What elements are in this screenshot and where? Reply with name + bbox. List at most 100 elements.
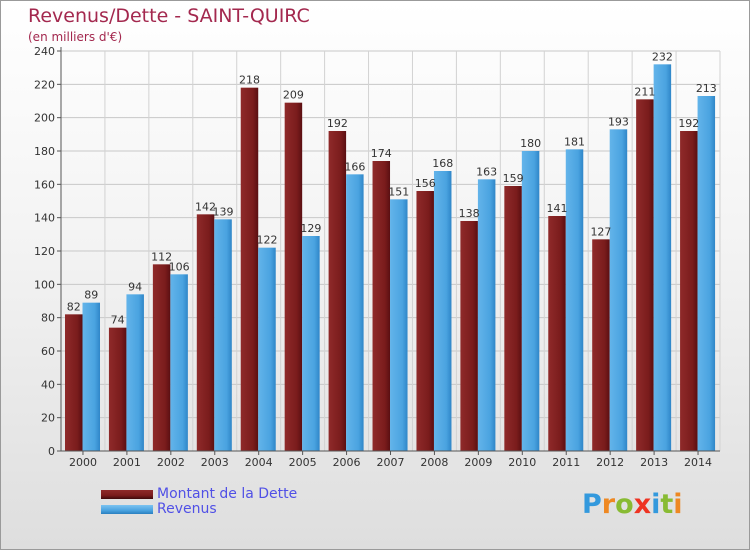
legend-label-revenus: Revenus — [157, 501, 217, 517]
y-tick-label: 80 — [41, 312, 55, 325]
x-tick-label: 2007 — [377, 456, 405, 469]
y-tick-label: 140 — [34, 212, 55, 225]
bar-dette — [328, 131, 347, 451]
data-label: 232 — [652, 50, 673, 63]
chart-title: Revenus/Dette - SAINT-QUIRC — [28, 5, 310, 27]
x-tick-label: 2001 — [113, 456, 141, 469]
data-label: 213 — [696, 82, 717, 95]
data-label: 192 — [678, 117, 699, 130]
data-label: 180 — [520, 137, 541, 150]
x-tick-label: 2013 — [640, 456, 668, 469]
y-tick-label: 180 — [34, 145, 55, 158]
logo-letter: t — [660, 489, 674, 520]
y-tick-label: 160 — [34, 178, 55, 191]
bar-revenus — [82, 302, 100, 451]
logo-letter: r — [601, 489, 616, 520]
x-tick-label: 2011 — [552, 456, 580, 469]
data-label: 159 — [503, 172, 524, 185]
data-label: 151 — [388, 185, 409, 198]
x-tick-label: 2002 — [157, 456, 185, 469]
data-label: 211 — [634, 85, 655, 98]
bar-revenus — [390, 199, 408, 451]
data-label: 106 — [169, 260, 190, 273]
bar-revenus — [214, 219, 232, 451]
y-tick-label: 20 — [41, 412, 55, 425]
data-label: 139 — [213, 205, 234, 218]
data-label: 127 — [590, 225, 611, 238]
x-tick-label: 2008 — [420, 456, 448, 469]
logo-letter: x — [633, 489, 652, 520]
legend-swatch-dette — [101, 490, 153, 499]
bar-revenus — [565, 149, 584, 452]
data-label: 166 — [344, 160, 365, 173]
x-tick-label: 2009 — [464, 456, 492, 469]
bar-dette — [108, 327, 127, 451]
bar-dette — [548, 216, 566, 451]
bar-dette — [284, 102, 303, 452]
y-tick-label: 200 — [34, 112, 55, 125]
bar-revenus — [609, 129, 628, 452]
bar-dette — [152, 264, 171, 451]
data-label: 94 — [128, 280, 142, 293]
data-label: 192 — [327, 117, 348, 130]
bar-dette — [240, 87, 259, 452]
y-tick-label: 240 — [34, 45, 55, 58]
bar-revenus — [126, 294, 144, 451]
data-label: 142 — [195, 200, 216, 213]
y-tick-label: 100 — [34, 278, 55, 291]
x-tick-label: 2014 — [684, 456, 712, 469]
x-tick-label: 2010 — [508, 456, 536, 469]
bar-revenus — [258, 247, 276, 451]
bar-dette — [196, 214, 215, 451]
data-label: 82 — [67, 300, 81, 313]
bar-dette — [460, 221, 478, 451]
bar-revenus — [302, 236, 320, 451]
logo-letter: i — [673, 489, 683, 520]
bar-dette — [636, 99, 654, 451]
y-tick-label: 0 — [48, 445, 55, 458]
legend-swatch-revenus — [101, 505, 153, 514]
data-label: 163 — [476, 165, 497, 178]
bar-revenus — [346, 174, 364, 452]
data-label: 141 — [547, 202, 568, 215]
data-label: 209 — [283, 89, 304, 102]
data-label: 174 — [371, 147, 392, 160]
logo-letter: i — [651, 489, 661, 520]
data-label: 168 — [432, 157, 453, 170]
legend-label-dette: Montant de la Dette — [157, 486, 298, 502]
bar-group — [65, 64, 716, 452]
data-label: 138 — [459, 207, 480, 220]
bar-revenus — [653, 64, 672, 452]
y-tick-label: 120 — [34, 245, 55, 258]
x-tick-label: 2004 — [245, 456, 273, 469]
x-tick-label: 2012 — [596, 456, 624, 469]
bar-revenus — [697, 96, 716, 451]
bar-dette — [592, 239, 610, 451]
logo-letter: P — [582, 489, 602, 520]
x-tick-label: 2005 — [289, 456, 317, 469]
y-tick-label: 60 — [41, 345, 55, 358]
data-label: 129 — [300, 222, 321, 235]
data-label: 193 — [608, 115, 629, 128]
x-tick-label: 2006 — [333, 456, 361, 469]
data-label: 112 — [151, 250, 172, 263]
x-tick-label: 2000 — [69, 456, 97, 469]
bar-revenus — [170, 274, 188, 451]
bar-dette — [65, 314, 83, 451]
data-label: 181 — [564, 135, 585, 148]
data-label: 74 — [111, 314, 125, 327]
data-label: 218 — [239, 74, 260, 87]
bar-dette — [504, 186, 522, 451]
chart-subtitle: (en milliers d'€) — [28, 30, 123, 44]
proxiti-logo: Proxiti — [582, 489, 683, 520]
y-tick-label: 220 — [34, 78, 55, 91]
bar-dette — [680, 131, 698, 451]
bar-revenus — [433, 171, 452, 451]
bar-revenus — [477, 179, 496, 452]
bar-dette — [416, 191, 434, 451]
data-label: 89 — [84, 289, 98, 302]
axes: 0 20 40 60 80 100 120 140 160 180 200 220 240 2000 200… — [34, 45, 720, 469]
